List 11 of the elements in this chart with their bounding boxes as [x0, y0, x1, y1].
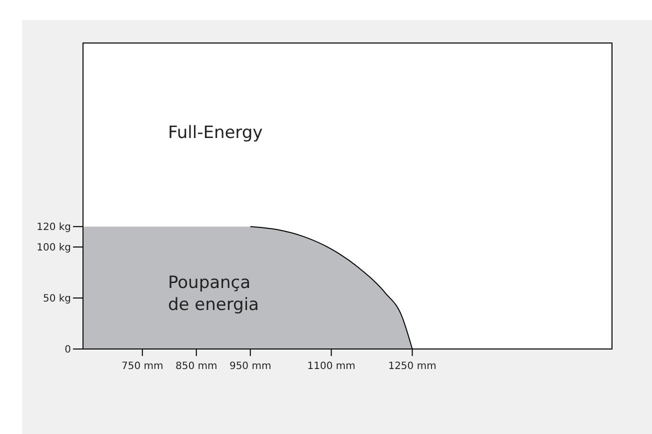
- x-tick-label: 950 mm: [229, 361, 272, 372]
- y-tick-label: 100 kg: [36, 242, 71, 254]
- annotation: Full-Energy: [168, 123, 263, 143]
- y-tick-label: 50 kg: [42, 294, 71, 304]
- x-tick-label: 1250 mm: [388, 361, 436, 372]
- x-tick-label: 1100 mm: [307, 361, 356, 372]
- x-tick-label: 750 mm: [122, 361, 164, 372]
- annotation: Poupança de energia: [168, 272, 259, 315]
- y-tick-label: 120 kg: [36, 222, 71, 234]
- y-tick-label: 0: [64, 344, 71, 356]
- x-tick-label: 850 mm: [175, 361, 218, 372]
